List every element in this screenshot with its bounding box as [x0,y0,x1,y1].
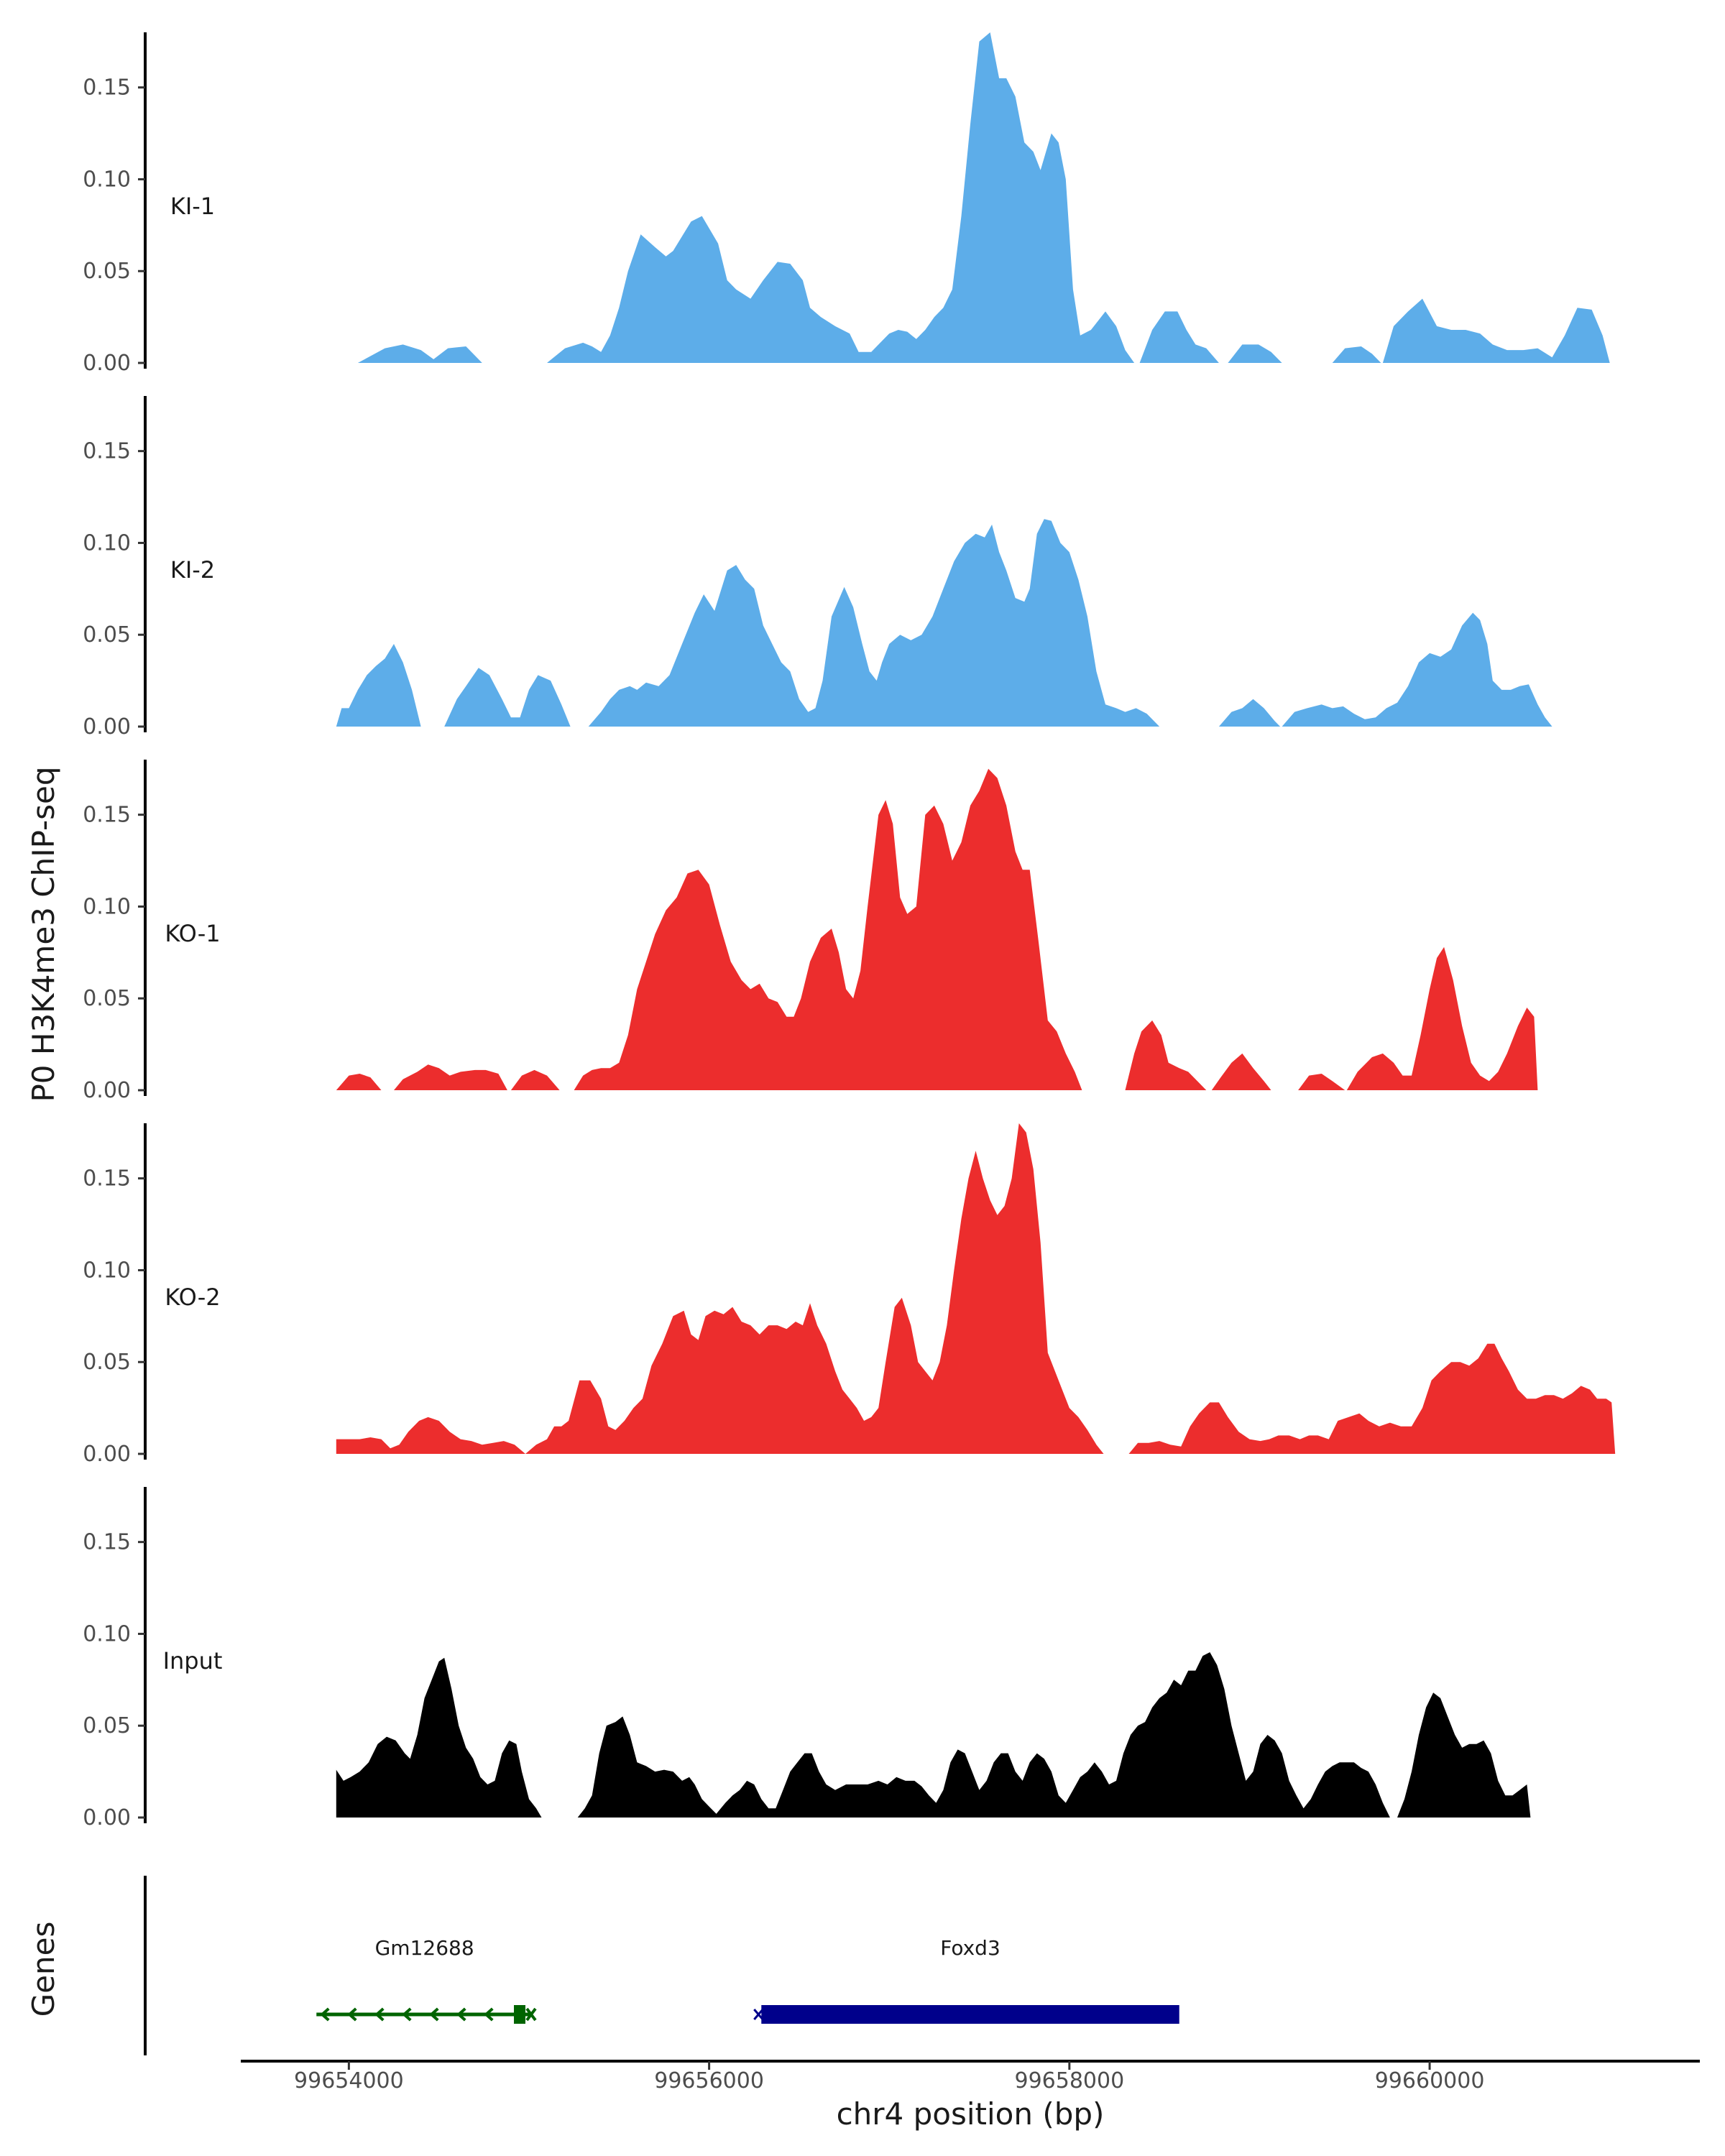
x-tick-label: 99660000 [1375,2068,1485,2093]
coverage-area [1125,1020,1207,1090]
coverage-area [394,1064,507,1090]
track-label: KI-1 [170,193,215,220]
strand-arrow [347,2007,357,2022]
strand-arrow [484,2007,494,2022]
x-tick-label: 99654000 [294,2068,404,2093]
y-tick-label: 0.00 [83,714,131,740]
strand-arrow [374,2007,385,2022]
gene-foxd3: Foxd3 [753,1936,1179,2024]
y-tick-label: 0.15 [83,439,131,464]
y-tick-label: 0.05 [83,259,131,284]
track-label: KI-2 [170,556,215,584]
coverage-area [336,1657,542,1818]
coverage-area [1332,346,1381,363]
y-tick-label: 0.15 [83,803,131,828]
y-axis-title: P0 H3K4me3 ChIP-seq [26,766,61,1102]
coverage-area [547,32,1135,363]
track-ko-2: 0.00 0.05 0.10 0.15 KO-2 [83,1123,1616,1467]
track-ki-2: 0.00 0.05 0.10 0.15 KI-2 [83,396,1552,740]
gene-end-mark [525,2007,537,2022]
gene-exon [761,2005,1179,2024]
coverage-area [1382,298,1610,363]
coverage-area [588,519,1160,727]
gene-label: Foxd3 [940,1936,1000,1960]
gene-gm12688: Gm12688 [316,1936,537,2024]
y-tick-label: 0.10 [83,167,131,192]
x-tick-label: 99658000 [1014,2068,1124,2093]
x-axis: 99654000 99656000 99658000 99660000 [241,2060,1700,2093]
track-input: 0.00 0.05 0.10 0.15 Input [83,1487,1531,1830]
track-ko-1: 0.00 0.05 0.10 0.15 KO-1 [83,760,1538,1103]
coverage-area [357,344,482,363]
strand-arrow [402,2007,412,2022]
coverage-area [574,768,1082,1090]
strand-arrow [320,2007,330,2022]
track-label: KO-2 [165,1284,220,1311]
y-tick-label: 0.10 [83,1258,131,1283]
y-tick-label: 0.00 [83,1442,131,1467]
coverage-area [577,1652,1531,1818]
y-tick-label: 0.10 [83,1621,131,1646]
coverage-area [1298,1074,1346,1090]
y-tick-label: 0.15 [83,1530,131,1555]
coverage-area [336,1123,1104,1454]
y-tick-label: 0.05 [83,986,131,1011]
coverage-area [1218,699,1281,727]
y-tick-label: 0.00 [83,351,131,376]
y-tick-label: 0.10 [83,894,131,919]
track-ki-1: 0.00 0.05 0.10 0.15 KI-1 [83,32,1610,376]
gene-track: Gm12688 Foxd3 [144,1876,1179,2055]
gene-label: Gm12688 [375,1936,474,1960]
coverage-area [1228,344,1282,363]
tracks: 0.00 0.05 0.10 0.15 KI-1 0.00 0.05 0.10 0.15 KI-2… [83,32,1616,1830]
strand-arrow [429,2007,439,2022]
coverage-area [510,1069,560,1090]
coverage-area [336,1074,382,1090]
coverage-area [1282,612,1552,727]
x-axis-title: chr4 position (bp) [837,2096,1105,2132]
y-tick-label: 0.00 [83,1078,131,1103]
gene-exon [514,2005,525,2024]
coverage-area [1211,1053,1271,1090]
y-tick-label: 0.15 [83,1166,131,1192]
coverage-area [444,668,571,727]
y-tick-label: 0.10 [83,530,131,556]
y-tick-label: 0.15 [83,75,131,101]
y-tick-label: 0.05 [83,622,131,648]
y-tick-label: 0.05 [83,1713,131,1738]
gene-start-mark [753,2009,764,2020]
coverage-area [1139,311,1219,363]
genes-axis-title: Genes [26,1922,61,2017]
track-label: Input [163,1647,223,1674]
coverage-area [1346,946,1538,1090]
track-label: KO-1 [165,920,220,947]
coverage-area [336,644,421,727]
y-tick-label: 0.00 [83,1805,131,1830]
y-tick-label: 0.05 [83,1350,131,1375]
x-tick-label: 99656000 [654,2068,764,2093]
strand-arrow [456,2007,466,2022]
coverage-area [1128,1343,1616,1454]
